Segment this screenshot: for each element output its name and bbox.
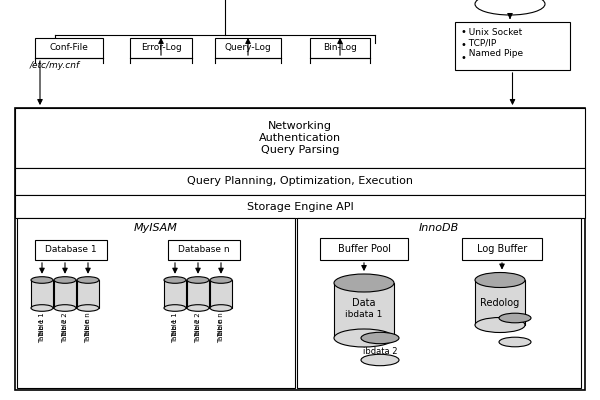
Text: ibdata 1: ibdata 1 [346,310,383,319]
Bar [310,38,370,58]
Text: Redolog: Redolog [481,298,520,308]
Bar [361,338,399,360]
Bar [35,38,103,58]
Text: MyISAM: MyISAM [134,223,178,233]
Ellipse shape [334,329,394,347]
Ellipse shape [361,354,399,366]
Ellipse shape [164,305,186,311]
Ellipse shape [334,274,394,292]
Ellipse shape [210,277,232,283]
Bar [168,240,240,260]
Bar [15,108,585,168]
Bar [215,38,281,58]
Text: Table 1: Table 1 [172,318,178,343]
Bar [15,168,585,195]
Text: Bin-Log: Bin-Log [323,44,357,52]
Text: Database 1: Database 1 [45,246,97,254]
Text: Table 2: Table 2 [195,318,201,343]
Ellipse shape [164,277,186,283]
Ellipse shape [77,305,99,311]
Text: Table n: Table n [85,318,91,343]
Ellipse shape [499,313,531,323]
Text: •: • [461,27,467,37]
Text: Table 2: Table 2 [62,318,68,343]
Text: Database n: Database n [178,246,230,254]
Bar [455,22,570,70]
Text: Query Planning, Optimization, Execution: Query Planning, Optimization, Execution [187,176,413,186]
Text: Query-Log: Query-Log [224,44,271,52]
Ellipse shape [499,337,531,347]
Text: Table n: Table n [218,312,224,337]
Bar [54,280,76,308]
Ellipse shape [475,272,525,288]
Text: Table 2: Table 2 [62,312,68,337]
Bar [164,280,186,308]
Ellipse shape [77,277,99,283]
Text: ibdata 2: ibdata 2 [363,346,397,356]
Ellipse shape [475,318,525,332]
Text: Table 1: Table 1 [39,312,45,337]
Bar [15,195,585,218]
Ellipse shape [31,277,53,283]
Text: •: • [461,40,467,50]
Bar [35,240,107,260]
Bar [187,280,209,308]
Ellipse shape [210,305,232,311]
Text: Unix Socket
  TCP/IP
  Named Pipe: Unix Socket TCP/IP Named Pipe [463,28,523,58]
Bar [17,218,295,388]
Ellipse shape [475,0,545,15]
Text: Storage Engine API: Storage Engine API [247,202,353,212]
Text: /etc/my.cnf: /etc/my.cnf [30,62,80,70]
Text: Log Buffer: Log Buffer [477,244,527,254]
Text: Table 2: Table 2 [195,312,201,337]
Bar [130,38,192,58]
Bar [499,318,531,342]
Ellipse shape [187,277,209,283]
Text: Table 1: Table 1 [172,312,178,337]
Text: Table n: Table n [218,318,224,343]
Ellipse shape [54,277,76,283]
Bar [475,280,525,325]
Text: InnoDB: InnoDB [419,223,459,233]
Text: Table n: Table n [85,312,91,337]
Bar [334,283,394,338]
Text: •: • [461,53,467,63]
Text: Buffer Pool: Buffer Pool [337,244,391,254]
Bar [320,238,408,260]
Bar [15,108,585,390]
Ellipse shape [31,305,53,311]
Bar [77,280,99,308]
Text: Data: Data [352,298,376,308]
Text: Table 1: Table 1 [39,318,45,343]
Bar [210,280,232,308]
Ellipse shape [54,305,76,311]
Text: Error-Log: Error-Log [140,44,181,52]
Text: Conf-File: Conf-File [50,44,88,52]
Text: Networking
Authentication
Query Parsing: Networking Authentication Query Parsing [259,121,341,154]
Bar [31,280,53,308]
Ellipse shape [187,305,209,311]
Ellipse shape [361,332,399,344]
Bar [297,218,581,388]
Bar [462,238,542,260]
